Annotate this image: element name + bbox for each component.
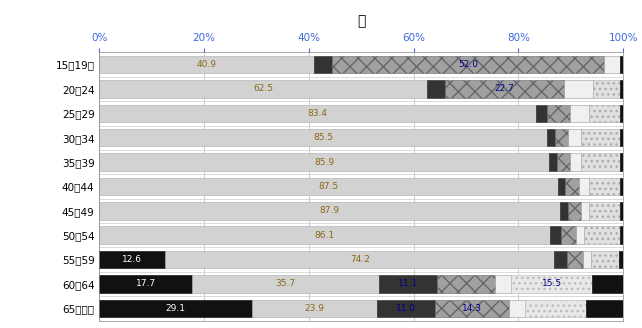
Bar xyxy=(377,299,435,317)
Bar xyxy=(313,56,332,73)
Title: 男: 男 xyxy=(357,14,365,28)
Text: 85.5: 85.5 xyxy=(313,133,333,142)
Text: 22.7: 22.7 xyxy=(494,84,514,93)
Text: 85.9: 85.9 xyxy=(314,157,334,167)
Bar xyxy=(564,80,593,98)
Bar xyxy=(100,129,547,147)
Bar xyxy=(604,56,620,73)
Bar xyxy=(100,178,558,195)
Text: 83.4: 83.4 xyxy=(308,109,328,118)
Bar xyxy=(592,275,623,293)
Bar xyxy=(100,251,166,268)
Bar xyxy=(536,105,546,122)
Bar xyxy=(560,226,577,244)
Bar xyxy=(586,299,623,317)
Bar xyxy=(100,275,192,293)
Text: 12.6: 12.6 xyxy=(123,255,143,264)
Bar xyxy=(547,129,555,147)
Bar xyxy=(589,178,620,195)
Bar xyxy=(100,299,252,317)
Bar xyxy=(584,226,620,244)
Bar xyxy=(550,226,560,244)
Bar xyxy=(567,251,583,268)
Bar xyxy=(510,299,525,317)
Bar xyxy=(589,105,620,122)
Bar xyxy=(560,202,568,220)
Bar xyxy=(495,275,511,293)
Bar xyxy=(620,251,623,268)
Bar xyxy=(620,80,623,98)
Bar xyxy=(620,153,623,171)
Bar xyxy=(100,153,550,171)
Bar xyxy=(100,202,560,220)
Bar xyxy=(580,202,589,220)
Bar xyxy=(511,275,592,293)
Bar xyxy=(437,275,495,293)
Text: 86.1: 86.1 xyxy=(315,231,335,240)
Bar xyxy=(593,80,620,98)
Bar xyxy=(620,178,623,195)
Bar xyxy=(583,251,591,268)
Bar xyxy=(100,105,536,122)
Bar xyxy=(100,56,313,73)
Bar xyxy=(554,251,567,268)
Text: 52.0: 52.0 xyxy=(458,60,478,69)
Bar xyxy=(568,202,580,220)
Bar xyxy=(427,80,445,98)
Bar xyxy=(578,178,589,195)
Text: 11.1: 11.1 xyxy=(398,279,418,289)
Text: 29.1: 29.1 xyxy=(166,304,186,313)
Bar xyxy=(620,105,623,122)
Bar xyxy=(100,80,427,98)
Bar xyxy=(620,202,623,220)
Bar xyxy=(591,251,620,268)
Text: 15.5: 15.5 xyxy=(542,279,562,289)
Bar xyxy=(100,226,550,244)
Bar xyxy=(546,105,570,122)
Bar xyxy=(555,129,568,147)
Bar xyxy=(435,299,510,317)
Bar xyxy=(379,275,437,293)
Bar xyxy=(568,129,581,147)
Text: 35.7: 35.7 xyxy=(275,279,295,289)
Text: 23.9: 23.9 xyxy=(304,304,324,313)
Text: 87.9: 87.9 xyxy=(320,206,340,215)
Bar xyxy=(580,153,620,171)
Bar xyxy=(550,153,557,171)
Bar xyxy=(570,153,580,171)
Text: 62.5: 62.5 xyxy=(253,84,273,93)
Bar xyxy=(577,226,584,244)
Bar xyxy=(566,178,578,195)
Bar xyxy=(620,56,623,73)
Text: 17.7: 17.7 xyxy=(135,279,156,289)
Bar xyxy=(557,153,570,171)
Text: 74.2: 74.2 xyxy=(350,255,370,264)
Text: 11.0: 11.0 xyxy=(395,304,416,313)
Bar xyxy=(166,251,554,268)
Bar xyxy=(332,56,604,73)
Bar xyxy=(252,299,377,317)
Bar xyxy=(192,275,379,293)
Bar xyxy=(558,178,566,195)
Bar xyxy=(570,105,589,122)
Bar xyxy=(445,80,564,98)
Text: 14.3: 14.3 xyxy=(462,304,482,313)
Bar xyxy=(589,202,620,220)
Bar xyxy=(525,299,586,317)
Bar xyxy=(620,226,623,244)
Text: 40.9: 40.9 xyxy=(196,60,216,69)
Bar xyxy=(581,129,620,147)
Bar xyxy=(620,129,623,147)
Text: 87.5: 87.5 xyxy=(318,182,338,191)
